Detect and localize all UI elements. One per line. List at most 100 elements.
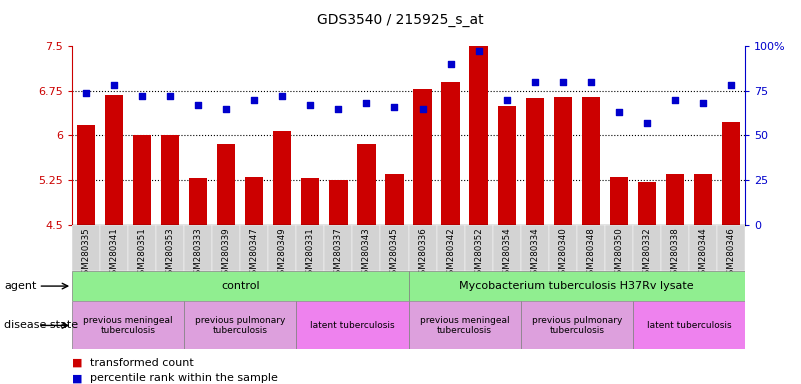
Bar — [577, 225, 605, 271]
Text: GSM280340: GSM280340 — [558, 227, 567, 280]
Bar — [357, 144, 376, 225]
Text: GSM280332: GSM280332 — [642, 227, 651, 280]
Point — [529, 79, 541, 85]
Bar — [329, 180, 348, 225]
Bar — [610, 177, 628, 225]
Text: GSM280345: GSM280345 — [390, 227, 399, 280]
Bar — [661, 225, 689, 271]
Text: GSM280347: GSM280347 — [250, 227, 259, 280]
Text: control: control — [221, 281, 260, 291]
Point — [584, 79, 597, 85]
Bar — [465, 225, 493, 271]
Point — [219, 106, 233, 112]
Bar — [301, 178, 320, 225]
Text: GSM280342: GSM280342 — [446, 227, 455, 280]
Bar — [437, 225, 465, 271]
Text: ■: ■ — [72, 358, 83, 368]
Bar — [694, 174, 712, 225]
Bar — [689, 225, 717, 271]
Bar — [469, 46, 488, 225]
Point — [444, 61, 457, 67]
Bar — [184, 225, 212, 271]
Bar — [72, 271, 409, 301]
Bar — [105, 95, 123, 225]
Bar — [521, 301, 633, 349]
Bar — [184, 301, 296, 349]
Text: GSM280346: GSM280346 — [727, 227, 735, 280]
Bar — [100, 225, 128, 271]
Bar — [296, 301, 409, 349]
Bar — [549, 225, 577, 271]
Text: previous meningeal
tuberculosis: previous meningeal tuberculosis — [83, 316, 173, 335]
Bar — [133, 136, 151, 225]
Text: GSM280339: GSM280339 — [222, 227, 231, 280]
Point — [192, 102, 205, 108]
Text: GSM280334: GSM280334 — [530, 227, 539, 280]
Point — [248, 97, 261, 103]
Bar — [497, 106, 516, 225]
Text: GSM280349: GSM280349 — [278, 227, 287, 280]
Bar — [268, 225, 296, 271]
Bar — [409, 271, 745, 301]
Point — [612, 109, 625, 115]
Bar — [273, 131, 292, 225]
Bar — [212, 225, 240, 271]
Bar — [189, 178, 207, 225]
Text: previous pulmonary
tuberculosis: previous pulmonary tuberculosis — [532, 316, 622, 335]
Point — [724, 82, 737, 88]
Text: GSM280352: GSM280352 — [474, 227, 483, 280]
Text: GSM280331: GSM280331 — [306, 227, 315, 280]
Text: previous meningeal
tuberculosis: previous meningeal tuberculosis — [420, 316, 509, 335]
Bar — [72, 225, 100, 271]
Point — [388, 104, 400, 110]
Bar — [409, 301, 521, 349]
Text: Mycobacterium tuberculosis H37Rv lysate: Mycobacterium tuberculosis H37Rv lysate — [460, 281, 694, 291]
Bar — [666, 174, 684, 225]
Bar — [717, 225, 745, 271]
Bar — [240, 225, 268, 271]
Text: previous pulmonary
tuberculosis: previous pulmonary tuberculosis — [195, 316, 285, 335]
Text: agent: agent — [4, 281, 36, 291]
Bar — [380, 225, 409, 271]
Point — [360, 100, 373, 106]
Bar — [605, 225, 633, 271]
Text: GDS3540 / 215925_s_at: GDS3540 / 215925_s_at — [317, 13, 484, 27]
Text: GSM280348: GSM280348 — [586, 227, 595, 280]
Bar — [245, 177, 264, 225]
Bar — [413, 89, 432, 225]
Bar — [633, 301, 745, 349]
Text: GSM280337: GSM280337 — [334, 227, 343, 280]
Bar — [525, 98, 544, 225]
Point — [417, 106, 429, 112]
Bar — [296, 225, 324, 271]
Text: GSM280336: GSM280336 — [418, 227, 427, 280]
Bar — [582, 97, 600, 225]
Text: latent tuberculosis: latent tuberculosis — [646, 321, 731, 330]
Point — [332, 106, 345, 112]
Text: GSM280341: GSM280341 — [110, 227, 119, 280]
Bar — [722, 122, 740, 225]
Bar — [324, 225, 352, 271]
Bar — [161, 136, 179, 225]
Text: GSM280344: GSM280344 — [698, 227, 707, 280]
Bar — [352, 225, 380, 271]
Text: GSM280333: GSM280333 — [194, 227, 203, 280]
Bar — [633, 225, 661, 271]
Point — [696, 100, 710, 106]
Point — [304, 102, 317, 108]
Point — [107, 82, 120, 88]
Bar — [441, 82, 460, 225]
Bar — [217, 144, 235, 225]
Point — [500, 97, 513, 103]
Text: latent tuberculosis: latent tuberculosis — [310, 321, 395, 330]
Point — [473, 48, 485, 55]
Point — [556, 79, 569, 85]
Bar — [638, 182, 656, 225]
Text: GSM280354: GSM280354 — [502, 227, 511, 280]
Bar — [409, 225, 437, 271]
Point — [641, 120, 654, 126]
Text: disease state: disease state — [4, 320, 78, 331]
Bar — [128, 225, 156, 271]
Bar — [521, 225, 549, 271]
Text: ■: ■ — [72, 373, 83, 383]
